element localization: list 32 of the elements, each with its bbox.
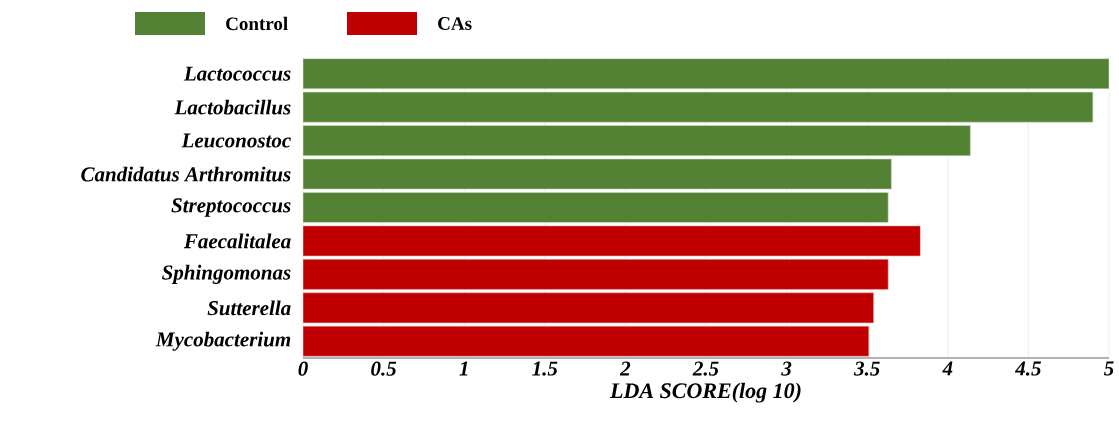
x-tick-label: 1.5 [532,361,558,376]
bar [303,58,1110,89]
y-tick-label: Lactobacillus [174,99,291,115]
y-tick-label: Mycobacterium [155,331,291,351]
bar [303,325,870,357]
y-tick-label: Lactococcus [183,66,291,81]
x-tick-label: 2 [619,361,631,376]
y-tick-label: Streptococcus [171,198,291,217]
bar [303,125,971,156]
y-tick-label: Sphingomonas [162,264,291,284]
bar [303,91,1094,123]
legend-label: Control [226,16,288,31]
bar [303,259,889,290]
y-tick-label: Sutterella [207,300,291,316]
x-tick-label: 1 [459,361,468,376]
y-tick-label: Leuconostoc [181,133,291,148]
x-tick-label: 3 [781,361,792,376]
x-axis-title: LDA SCORE(log 10) [609,382,801,403]
x-tick-label: 4.5 [1014,361,1041,376]
x-tick-label: 0.5 [371,361,397,376]
bar [303,225,921,257]
x-tick-label: 5 [1103,361,1114,376]
y-tick-label: Candidatus Arthromitus [81,166,291,182]
x-tick-label: 0 [298,361,308,376]
legend-label: CAs [438,17,472,30]
x-tick-label: 2.5 [692,361,719,376]
bar [303,158,892,190]
bar [303,292,874,324]
x-tick-label: 4 [942,361,953,376]
y-tick-label: Faecalitalea [183,233,291,249]
x-tick-label: 3.5 [853,361,880,376]
bar [303,192,889,223]
